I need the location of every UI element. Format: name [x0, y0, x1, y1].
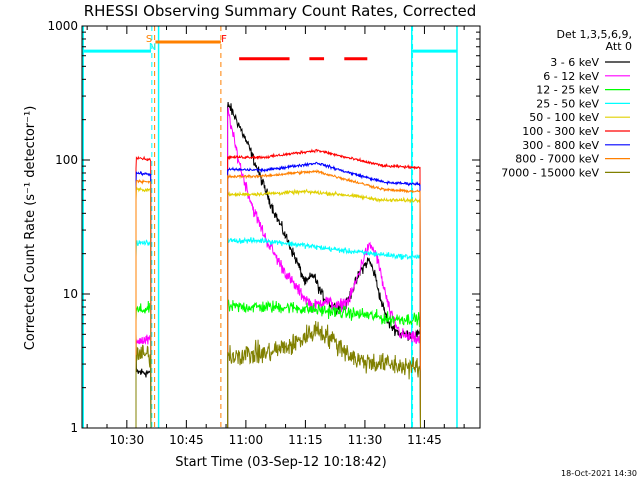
- series-trace-4-1: [227, 188, 421, 428]
- legend-label-5: 100 - 300 keV: [522, 125, 599, 138]
- series-7: [135, 168, 421, 428]
- series-trace-3-0: [135, 239, 152, 428]
- legend-label-6: 300 - 800 keV: [522, 139, 599, 152]
- chart-title: RHESSI Observing Summary Count Rates, Co…: [84, 2, 477, 20]
- series-0: [135, 102, 421, 428]
- y-axis-label: Corrected Count Rate (s⁻¹ detector⁻¹): [23, 106, 38, 351]
- legend-label-3: 25 - 50 keV: [536, 97, 599, 110]
- footer-date: 18-Oct-2021 14:30: [561, 469, 637, 478]
- x-axis-label: Start Time (03-Sep-12 10:18:42): [175, 455, 386, 470]
- x-tick-label-2: 11:00: [229, 433, 264, 447]
- series-trace-7-1: [227, 168, 421, 428]
- series-trace-5-1: [227, 148, 421, 428]
- legend-label-0: 3 - 6 keV: [550, 56, 599, 69]
- legend-label-1: 6 - 12 keV: [543, 70, 599, 83]
- series-5: [135, 148, 421, 428]
- axes: 1 10 100 1000 10:30 10:45 11:00 11:15 11:30 11:45: [47, 19, 481, 447]
- x-tick-label-5: 11:45: [407, 433, 442, 447]
- y-tick-label-0: 1: [70, 421, 78, 435]
- x-tick-label-0: 10:30: [110, 433, 145, 447]
- series-trace-8-1: [227, 320, 421, 428]
- series-trace-4-0: [135, 186, 152, 428]
- x-tick-label-1: 10:45: [169, 433, 204, 447]
- series-trace-7-0: [135, 178, 152, 428]
- series-trace-6-0: [135, 170, 152, 428]
- series-3: [135, 236, 421, 428]
- series-4: [135, 186, 421, 428]
- x-tick-label-4: 11:30: [348, 433, 383, 447]
- series-trace-2-1: [227, 299, 421, 428]
- series-trace-0-0: [135, 333, 152, 428]
- legend-label-2: 12 - 25 keV: [536, 84, 599, 97]
- series-8: [135, 320, 421, 428]
- legend-header-0: Det 1,3,5,6,9,: [556, 28, 632, 41]
- series-trace-5-0: [135, 155, 152, 428]
- series-1: [135, 107, 421, 428]
- plot-clip-group: [82, 26, 458, 428]
- legend-label-4: 50 - 100 keV: [529, 111, 599, 124]
- series-6: [135, 161, 421, 428]
- legend-label-8: 7000 - 15000 keV: [501, 166, 599, 179]
- y-tick-label-1: 10: [63, 287, 78, 301]
- flag-label-f: F: [221, 34, 227, 45]
- series-trace-8-0: [135, 344, 152, 428]
- plot-frame: [81, 25, 481, 429]
- flag-label-s: S: [146, 34, 152, 45]
- series-trace-3-1: [227, 236, 421, 428]
- y-tick-label-3: 1000: [47, 19, 78, 33]
- series-trace-1-0: [135, 334, 152, 428]
- plot-area: SN F: [82, 26, 458, 428]
- legend-label-7: 800 - 7000 keV: [515, 153, 599, 166]
- series-trace-0-1: [227, 102, 421, 428]
- series-2: [135, 299, 421, 428]
- legend-header-1: Att 0: [606, 40, 632, 53]
- series-trace-6-1: [227, 161, 421, 428]
- series-trace-2-0: [135, 300, 152, 428]
- x-tick-label-3: 11:15: [288, 433, 323, 447]
- series-trace-1-1: [227, 107, 421, 428]
- y-tick-label-2: 100: [55, 153, 78, 167]
- flag-label-n: N: [149, 42, 156, 53]
